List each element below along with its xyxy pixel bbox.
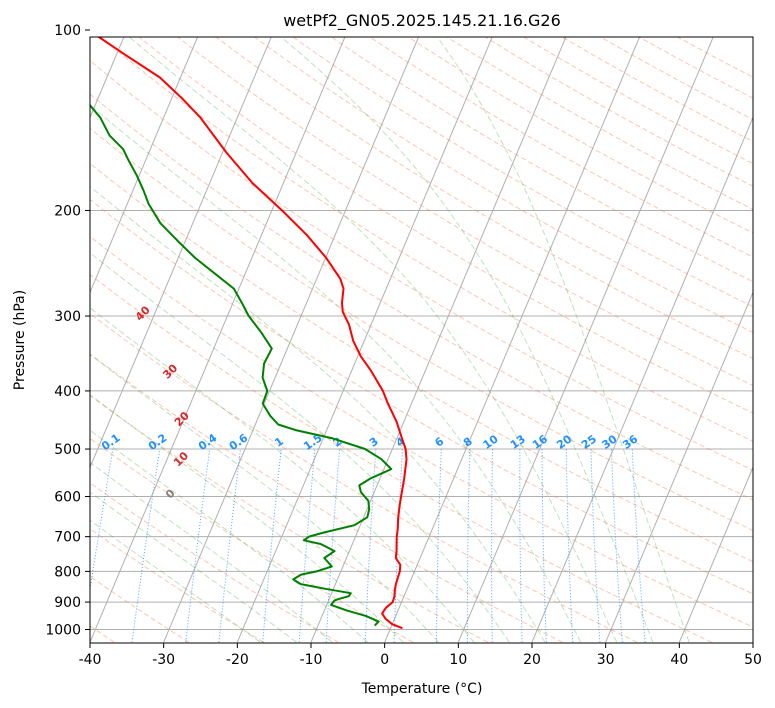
dry-adiabat-line <box>90 528 264 643</box>
moist-adiabat-line <box>280 37 654 643</box>
moist-adiabat-line <box>90 252 510 643</box>
moist-adiabat-line <box>90 353 439 643</box>
chart-title: wetPf2_GN05.2025.145.21.16.G26 <box>283 11 561 31</box>
y-tick-label: 900 <box>54 595 81 611</box>
dry-adiabat-line <box>90 198 753 595</box>
temperature-line <box>97 37 408 630</box>
x-tick-label: -30 <box>152 652 175 668</box>
plot-background <box>90 37 753 643</box>
y-axis-label: Pressure (hPa) <box>12 290 28 390</box>
x-tick-label: 20 <box>523 652 541 668</box>
x-tick-label: -20 <box>226 652 249 668</box>
isotherm-line <box>678 465 753 643</box>
plot-frame <box>89 36 754 644</box>
y-tick-label: 600 <box>54 489 81 505</box>
x-tick-label: 30 <box>597 652 615 668</box>
background-lines <box>90 37 753 643</box>
x-tick-label: 0 <box>380 652 389 668</box>
dry-adiabat-line <box>292 37 753 308</box>
isotherm-line <box>752 640 753 643</box>
dry-adiabat-line <box>330 37 753 283</box>
dry-adiabat-line <box>90 162 753 563</box>
y-tick-label: 700 <box>54 530 81 546</box>
dry-adiabat-line <box>90 353 563 643</box>
y-tick-label: 400 <box>54 384 81 400</box>
y-axis: 100 200 300 400 500 600 700 800 900 1000 <box>45 23 90 638</box>
y-tick-label: 300 <box>54 309 81 325</box>
isotherm-line <box>605 291 753 643</box>
dry-adiabat-line <box>99 37 753 442</box>
y-tick-label: 500 <box>54 442 81 458</box>
dry-adiabat-label: -10 <box>30 435 53 458</box>
moist-adiabat-line <box>90 185 546 643</box>
isotherm-line <box>90 37 272 469</box>
x-tick-label: 50 <box>744 652 762 668</box>
y-tick-label: 1000 <box>45 622 81 638</box>
isotherm-line <box>457 37 714 643</box>
isotherm-line <box>236 37 493 643</box>
isotherm-line <box>163 37 420 643</box>
dry-adiabat-line <box>90 235 753 628</box>
isotherm-line <box>90 37 199 294</box>
y-tick-label: 200 <box>54 203 81 219</box>
dry-adiabat-line <box>253 37 753 333</box>
y-tick-label: 100 <box>54 23 81 39</box>
isotherm-line <box>531 116 753 643</box>
moist-adiabat-line <box>90 461 333 643</box>
mixing-ratio-line <box>131 448 161 643</box>
dry-adiabat-line <box>90 313 638 643</box>
mixing-ratio-line <box>262 448 282 643</box>
moist-adiabat-line <box>90 429 369 643</box>
moist-adiabat-line <box>90 519 261 643</box>
moist-adiabat-line <box>90 307 475 643</box>
x-axis: -40 -30 -20 -10 0 10 20 30 40 50 <box>79 643 762 668</box>
dry-adiabat-line <box>90 59 753 471</box>
isotherm-line <box>384 37 641 643</box>
x-tick-label: 10 <box>449 652 467 668</box>
dry-adiabat-line <box>90 127 753 531</box>
moist-adiabat-line <box>436 37 690 643</box>
dry-adiabat-line <box>90 273 712 643</box>
x-tick-label: -40 <box>79 652 102 668</box>
x-tick-label: 40 <box>670 652 688 668</box>
y-tick-label: 800 <box>54 564 81 580</box>
isotherm-line <box>90 37 346 643</box>
moist-adiabat-line <box>90 394 404 643</box>
dry-adiabat-line <box>90 394 488 643</box>
x-tick-label: -10 <box>300 652 323 668</box>
x-axis-label: Temperature (°C) <box>361 681 483 697</box>
dry-adiabat-line <box>90 93 753 501</box>
mixing-ratio-line <box>218 448 241 643</box>
dewpoint-line <box>90 103 393 627</box>
mixing-ratio-line <box>185 448 211 643</box>
profile-series <box>90 37 408 630</box>
isotherm-line <box>310 37 567 643</box>
dry-adiabat-line <box>90 437 414 643</box>
dry-adiabat-line <box>215 37 753 360</box>
